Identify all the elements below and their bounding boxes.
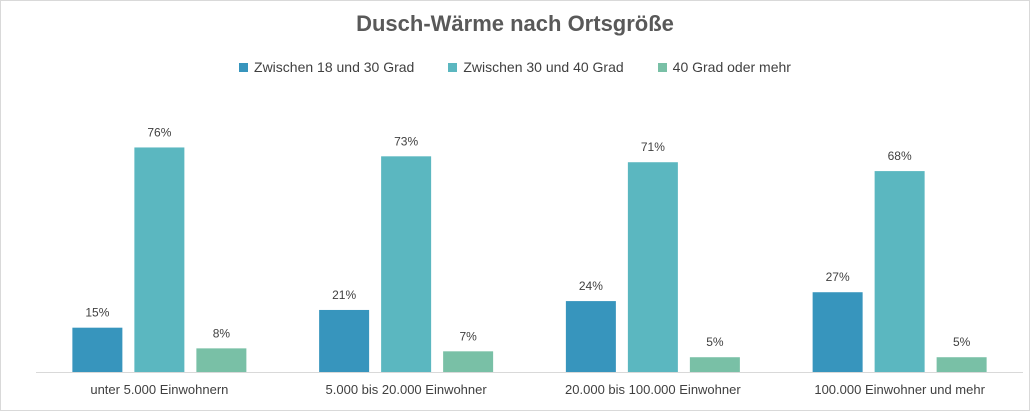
data-label-s2-c3: 71% — [641, 140, 665, 154]
bar-s3-c1 — [196, 348, 247, 372]
category-label-1: unter 5.000 Einwohnern — [90, 382, 228, 397]
legend-swatch-series-1 — [239, 62, 249, 72]
data-label-s1-c3: 24% — [579, 279, 603, 293]
data-label-s2-c1: 76% — [147, 125, 171, 139]
legend-label-series-2: Zwischen 30 und 40 Grad — [463, 59, 624, 75]
bar-s2-c4 — [874, 171, 925, 372]
category-label-2: 5.000 bis 20.000 Einwohner — [326, 382, 488, 397]
bar-s1-c2 — [319, 309, 370, 372]
data-label-s3-c2: 7% — [459, 329, 477, 343]
bar-s2-c3 — [627, 162, 678, 372]
data-label-s3-c3: 5% — [706, 335, 724, 349]
bar-s2-c2 — [381, 156, 432, 372]
data-label-s1-c4: 27% — [826, 270, 850, 284]
bar-s3-c4 — [936, 357, 987, 372]
data-label-s1-c1: 15% — [85, 306, 109, 320]
legend-swatch-series-3 — [657, 62, 667, 72]
legend-item-series-1: Zwischen 18 und 30 Grad — [239, 59, 414, 75]
bar-s3-c2 — [443, 351, 494, 372]
data-label-s1-c2: 21% — [332, 288, 356, 302]
bar-s1-c1 — [72, 327, 123, 372]
bar-s3-c3 — [689, 357, 740, 372]
bar-s2-c1 — [134, 147, 185, 372]
legend-label-series-1: Zwischen 18 und 30 Grad — [254, 59, 415, 75]
legend-swatch-series-2 — [448, 62, 458, 72]
data-label-s3-c1: 8% — [213, 326, 231, 340]
data-label-s3-c4: 5% — [953, 335, 971, 349]
chart-legend: Zwischen 18 und 30 Grad Zwischen 30 und … — [1, 59, 1029, 75]
legend-item-series-2: Zwischen 30 und 40 Grad — [448, 59, 624, 75]
legend-label-series-3: 40 Grad oder mehr — [672, 59, 791, 75]
bar-s1-c3 — [565, 301, 616, 372]
bar-s1-c4 — [812, 292, 863, 372]
data-label-s2-c2: 73% — [394, 134, 418, 148]
legend-item-series-3: 40 Grad oder mehr — [657, 59, 791, 75]
category-label-3: 20.000 bis 100.000 Einwohner — [565, 382, 741, 397]
category-label-4: 100.000 Einwohner und mehr — [814, 382, 985, 397]
data-label-s2-c4: 68% — [888, 149, 912, 163]
chart-title: Dusch-Wärme nach Ortsgröße — [356, 11, 674, 36]
